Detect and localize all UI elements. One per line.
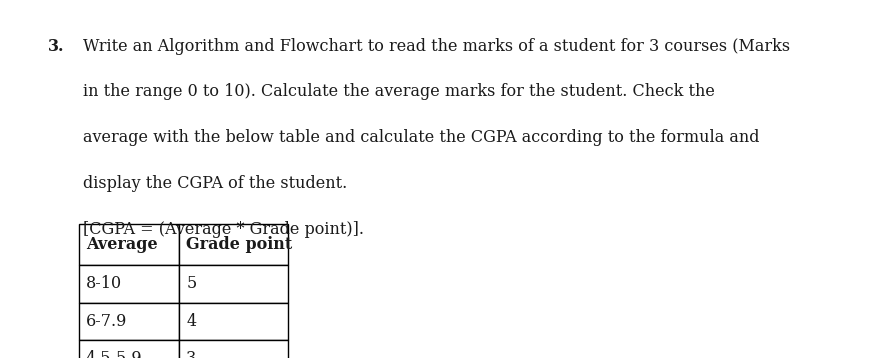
Bar — [179, 340, 288, 358]
Text: [CGPA = (Average * Grade point)].: [CGPA = (Average * Grade point)]. — [83, 221, 364, 238]
Bar — [79, 224, 179, 265]
Text: average with the below table and calculate the CGPA according to the formula and: average with the below table and calcula… — [83, 129, 760, 146]
Text: 3: 3 — [186, 350, 197, 358]
Bar — [79, 265, 179, 303]
Bar — [79, 303, 179, 340]
Text: Write an Algorithm and Flowchart to read the marks of a student for 3 courses (M: Write an Algorithm and Flowchart to read… — [83, 38, 790, 54]
Text: display the CGPA of the student.: display the CGPA of the student. — [83, 175, 347, 192]
Text: 4.5-5.9: 4.5-5.9 — [86, 350, 142, 358]
Text: 4: 4 — [186, 313, 197, 330]
Text: 8-10: 8-10 — [86, 275, 121, 292]
Bar — [179, 224, 288, 265]
Bar — [179, 303, 288, 340]
Text: 5: 5 — [186, 275, 197, 292]
Text: Grade point: Grade point — [186, 236, 293, 253]
Text: 3.: 3. — [48, 38, 65, 54]
Text: 6-7.9: 6-7.9 — [86, 313, 127, 330]
Text: in the range 0 to 10). Calculate the average marks for the student. Check the: in the range 0 to 10). Calculate the ave… — [83, 83, 715, 100]
Text: Average: Average — [86, 236, 157, 253]
Bar — [79, 340, 179, 358]
Bar — [179, 265, 288, 303]
